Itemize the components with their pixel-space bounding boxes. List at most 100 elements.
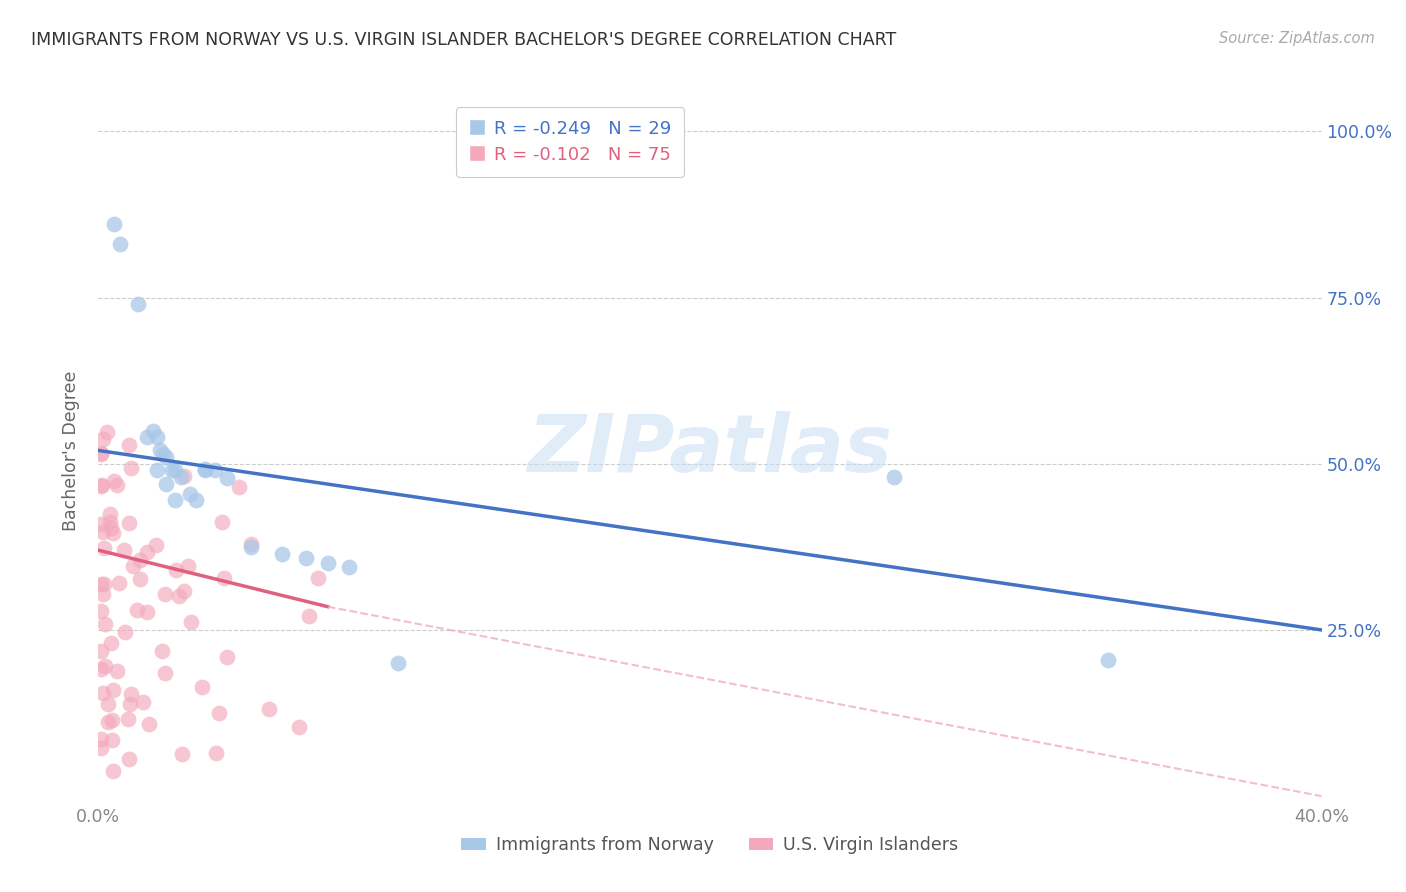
Point: [208, 706, 231, 720]
Point: [107, 478, 129, 492]
Point: [90, 576, 112, 591]
Point: [150, 644, 173, 658]
Point: [94, 659, 117, 673]
Point: [228, 480, 250, 494]
Point: [94, 616, 117, 631]
Point: [112, 543, 135, 558]
Point: [1097, 653, 1119, 667]
Point: [118, 516, 141, 530]
Point: [214, 571, 236, 585]
Point: [170, 470, 193, 484]
Point: [204, 463, 226, 477]
Point: [90, 478, 112, 492]
Point: [121, 558, 143, 573]
Point: [180, 615, 202, 629]
Point: [90, 516, 112, 531]
Point: [103, 218, 125, 232]
Text: IMMIGRANTS FROM NORWAY VS U.S. VIRGIN ISLANDER BACHELOR'S DEGREE CORRELATION CHA: IMMIGRANTS FROM NORWAY VS U.S. VIRGIN IS…: [31, 31, 896, 49]
Point: [129, 573, 152, 587]
Point: [129, 553, 152, 567]
Point: [194, 462, 217, 476]
Point: [90, 445, 112, 459]
Point: [883, 470, 905, 484]
Point: [211, 516, 233, 530]
Point: [136, 430, 159, 444]
Point: [93, 577, 115, 591]
Point: [90, 732, 112, 747]
Point: [152, 447, 174, 461]
Point: [121, 687, 143, 701]
Point: [149, 443, 172, 458]
Point: [298, 609, 321, 624]
Point: [120, 698, 142, 712]
Point: [120, 461, 142, 475]
Point: [100, 636, 122, 650]
Point: [90, 604, 112, 618]
Point: [337, 559, 360, 574]
Point: [91, 587, 114, 601]
Point: [145, 538, 167, 552]
Point: [145, 430, 167, 444]
Point: [135, 605, 157, 619]
Point: [127, 297, 149, 311]
Point: [117, 712, 139, 726]
Point: [163, 493, 186, 508]
Point: [179, 486, 201, 500]
Point: [103, 764, 125, 778]
Point: [101, 525, 124, 540]
Point: [90, 741, 112, 756]
Point: [172, 747, 194, 762]
Point: [91, 524, 114, 539]
Point: [145, 463, 167, 477]
Point: [163, 463, 186, 477]
Point: [239, 537, 262, 551]
Point: [101, 683, 124, 698]
Point: [105, 664, 128, 678]
Point: [101, 713, 124, 727]
Point: [136, 545, 159, 559]
Point: [98, 507, 121, 521]
Point: [101, 732, 124, 747]
Point: [316, 557, 339, 571]
Point: [91, 686, 114, 700]
Point: [93, 541, 115, 555]
Point: [114, 624, 136, 639]
Point: [138, 717, 160, 731]
Point: [240, 540, 263, 554]
Point: [118, 438, 141, 452]
Point: [90, 479, 112, 493]
Point: [205, 746, 228, 760]
Text: ZIPatlas: ZIPatlas: [527, 411, 893, 490]
Text: Source: ZipAtlas.com: Source: ZipAtlas.com: [1219, 31, 1375, 46]
Point: [165, 563, 187, 577]
Point: [167, 590, 190, 604]
Point: [186, 493, 208, 508]
Point: [125, 603, 148, 617]
Point: [103, 474, 125, 488]
Point: [108, 575, 131, 590]
Point: [90, 447, 112, 461]
Point: [160, 463, 183, 477]
Point: [118, 752, 141, 766]
Point: [132, 695, 155, 709]
Point: [173, 584, 195, 599]
Point: [387, 656, 409, 670]
Point: [215, 649, 238, 664]
Point: [287, 720, 309, 734]
Point: [97, 715, 120, 730]
Point: [194, 463, 217, 477]
Point: [191, 680, 214, 694]
Point: [215, 471, 238, 485]
Point: [155, 665, 177, 680]
Legend: Immigrants from Norway, U.S. Virgin Islanders: Immigrants from Norway, U.S. Virgin Isla…: [454, 830, 966, 861]
Point: [155, 450, 177, 464]
Y-axis label: Bachelor's Degree: Bachelor's Degree: [62, 370, 80, 531]
Point: [307, 571, 329, 585]
Point: [97, 697, 120, 711]
Point: [177, 558, 200, 573]
Point: [100, 521, 122, 535]
Point: [91, 432, 114, 446]
Point: [108, 237, 131, 252]
Point: [270, 547, 292, 561]
Point: [142, 424, 165, 438]
